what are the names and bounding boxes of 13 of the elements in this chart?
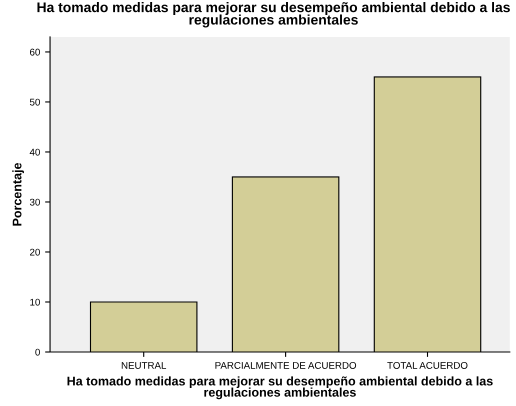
x-tick-label: PARCIALMENTE DE ACUERDO — [215, 362, 356, 369]
y-tick-label: 30 — [30, 198, 40, 206]
x-axis-title: Ha tomado medidas para mejorar su desempeño ambiental debido a las regulaciones ambientales — [68, 376, 493, 400]
x-tick-label: NEUTRAL — [122, 362, 166, 369]
y-tick-label: 50 — [30, 98, 40, 106]
y-tick-label: 10 — [30, 298, 40, 306]
y-tick-label: 60 — [30, 48, 40, 56]
y-tick-label: 0 — [35, 348, 40, 356]
y-tick-label: 20 — [30, 248, 40, 256]
y-axis-title: Porcentaje — [12, 162, 24, 226]
y-tick-label: 40 — [30, 148, 40, 156]
x-tick-label: TOTAL ACUERDO — [387, 362, 468, 369]
chart-title: Ha tomado medidas para mejorar su desempeño ambiental debido a las regulaciones ambientales — [37, 2, 510, 28]
